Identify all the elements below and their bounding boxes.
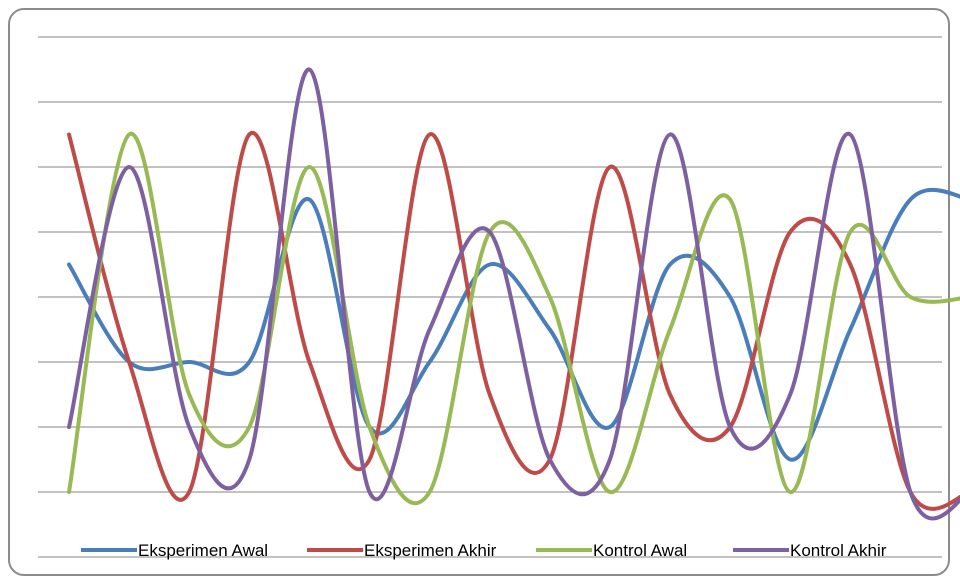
series-line-3: [67, 131, 960, 506]
gridlines: [38, 36, 942, 558]
legend-label-3: Kontrol Awal: [593, 541, 687, 560]
series-line-4: [67, 67, 960, 521]
legend: Eksperimen Awal Eksperimen Akhir Kontrol A…: [81, 541, 887, 560]
series-lines: [67, 67, 960, 521]
legend-label-2: Eksperimen Akhir: [364, 541, 497, 560]
legend-label-1: Eksperimen Awal: [138, 541, 268, 560]
series-line-1: [67, 187, 960, 462]
series-line-2: [67, 130, 960, 511]
legend-label-4: Kontrol Akhir: [790, 541, 887, 560]
